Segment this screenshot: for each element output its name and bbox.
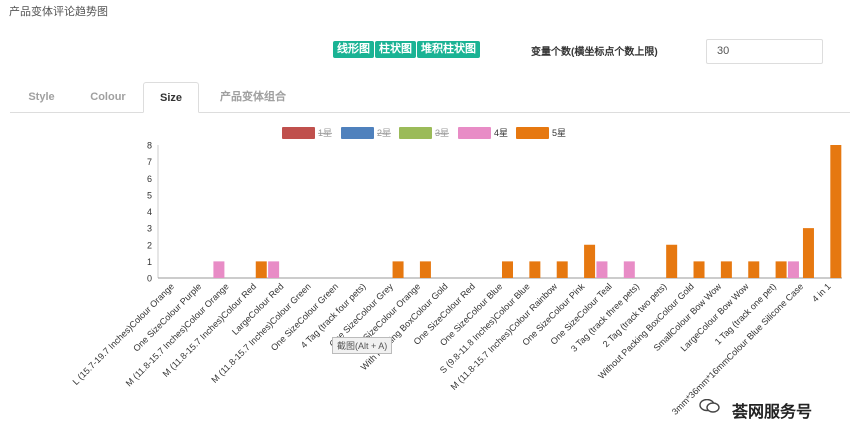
bar bbox=[775, 261, 787, 278]
bar bbox=[584, 244, 596, 278]
legend-swatch bbox=[458, 127, 491, 139]
variable-count-input[interactable]: 30 bbox=[706, 39, 823, 64]
legend-label: 1星 bbox=[318, 128, 332, 138]
bar bbox=[213, 261, 225, 278]
y-tick-label: 8 bbox=[147, 141, 152, 151]
bar bbox=[502, 261, 513, 278]
legend-swatch bbox=[399, 127, 432, 139]
tab-colour[interactable]: Colour bbox=[90, 91, 126, 103]
x-tick-label: 4 in 1 bbox=[810, 281, 833, 304]
watermark-text: 荟网服务号 bbox=[732, 404, 813, 421]
chart-type-button-group: 线形图 柱状图 堆积柱状图 bbox=[333, 41, 480, 58]
legend-label: 2星 bbox=[377, 128, 391, 138]
y-tick-label: 6 bbox=[147, 174, 152, 184]
bar-chart-button[interactable]: 柱状图 bbox=[375, 41, 416, 58]
legend-swatch bbox=[341, 127, 374, 139]
y-tick-label: 5 bbox=[147, 190, 152, 200]
y-tick-label: 3 bbox=[147, 224, 152, 234]
x-tick-label: M (11.8-15.7 Inches)Colour Green bbox=[209, 281, 313, 385]
bar bbox=[787, 261, 799, 278]
tab-style[interactable]: Style bbox=[28, 91, 55, 103]
tab-size[interactable]: Size bbox=[143, 82, 199, 113]
bar bbox=[693, 261, 705, 278]
page-title: 产品变体评论趋势图 bbox=[9, 6, 108, 18]
bar bbox=[596, 261, 608, 278]
y-tick-label: 2 bbox=[147, 240, 152, 250]
bar bbox=[255, 261, 267, 278]
x-tick-label: 3mm*36mm*16mmColour Blue Silicone Case bbox=[670, 281, 805, 416]
stacked-bar-chart-button[interactable]: 堆积柱状图 bbox=[417, 41, 480, 58]
bar bbox=[748, 261, 760, 278]
screenshot-tooltip: 截图(Alt + A) bbox=[332, 337, 393, 354]
tab-variant-combination[interactable]: 产品变体组合 bbox=[220, 91, 286, 103]
bar bbox=[392, 261, 404, 278]
y-tick-label: 1 bbox=[147, 257, 152, 267]
tab-bar: Style Colour Size 产品变体组合 bbox=[10, 82, 850, 113]
legend-swatch bbox=[282, 127, 315, 139]
y-tick-label: 7 bbox=[147, 157, 152, 167]
variable-count-label: 变量个数(横坐标点个数上限) bbox=[531, 47, 658, 58]
y-tick-label: 0 bbox=[147, 274, 152, 284]
y-tick-label: 4 bbox=[147, 207, 152, 217]
bar bbox=[268, 261, 280, 278]
bar bbox=[720, 261, 732, 278]
bar bbox=[623, 261, 635, 278]
wechat-icon bbox=[699, 399, 720, 413]
bar bbox=[802, 228, 814, 278]
bar bbox=[666, 244, 678, 278]
legend-label: 5星 bbox=[552, 128, 566, 138]
line-chart-button[interactable]: 线形图 bbox=[333, 41, 374, 58]
legend-label: 3星 bbox=[435, 128, 449, 138]
bar bbox=[529, 261, 541, 278]
bar bbox=[419, 261, 431, 278]
bar bbox=[556, 261, 568, 278]
bar bbox=[830, 145, 842, 278]
legend-label: 4星 bbox=[494, 128, 508, 138]
legend-swatch bbox=[516, 127, 549, 139]
